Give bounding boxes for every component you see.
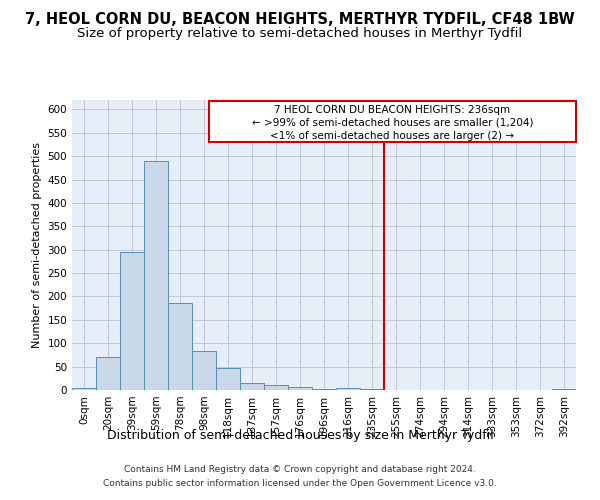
FancyBboxPatch shape <box>209 101 576 142</box>
Bar <box>240 383 264 390</box>
Bar <box>168 304 192 390</box>
Bar <box>312 389 336 390</box>
Bar <box>360 389 384 390</box>
Text: <1% of semi-detached houses are larger (2) →: <1% of semi-detached houses are larger (… <box>271 131 514 141</box>
Text: 7, HEOL CORN DU, BEACON HEIGHTS, MERTHYR TYDFIL, CF48 1BW: 7, HEOL CORN DU, BEACON HEIGHTS, MERTHYR… <box>25 12 575 28</box>
Bar <box>336 388 360 390</box>
Text: 7 HEOL CORN DU BEACON HEIGHTS: 236sqm: 7 HEOL CORN DU BEACON HEIGHTS: 236sqm <box>274 104 511 115</box>
Bar <box>192 351 216 390</box>
Text: ← >99% of semi-detached houses are smaller (1,204): ← >99% of semi-detached houses are small… <box>251 118 533 128</box>
Text: Contains HM Land Registry data © Crown copyright and database right 2024.
Contai: Contains HM Land Registry data © Crown c… <box>103 466 497 487</box>
Bar <box>120 252 144 390</box>
Text: Size of property relative to semi-detached houses in Merthyr Tydfil: Size of property relative to semi-detach… <box>77 28 523 40</box>
Bar <box>552 389 576 390</box>
Bar <box>144 161 168 390</box>
Y-axis label: Number of semi-detached properties: Number of semi-detached properties <box>32 142 42 348</box>
Bar <box>216 368 240 390</box>
Bar <box>288 387 312 390</box>
Text: Distribution of semi-detached houses by size in Merthyr Tydfil: Distribution of semi-detached houses by … <box>107 428 493 442</box>
Bar <box>264 386 288 390</box>
Bar <box>72 388 96 390</box>
Bar <box>96 358 120 390</box>
